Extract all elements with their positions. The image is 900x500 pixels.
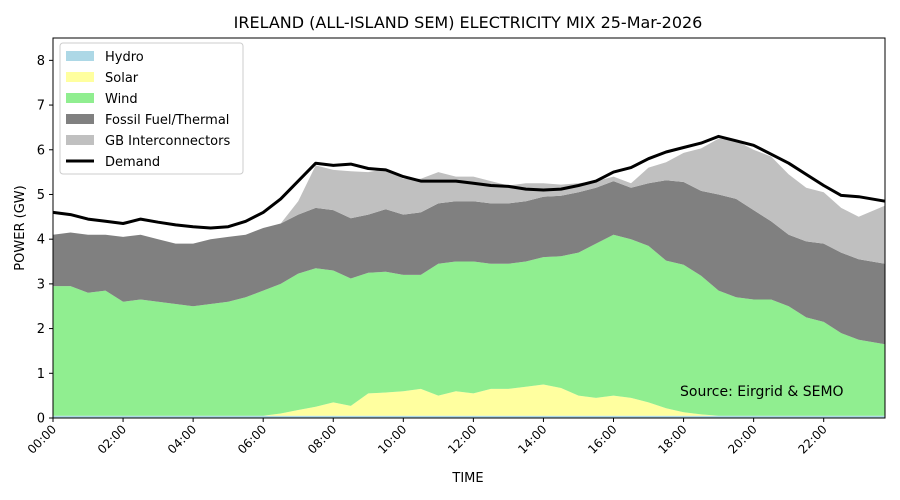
source-annotation: Source: Eirgrid & SEMO: [680, 384, 844, 400]
x-tick-label: 04:00: [165, 422, 199, 456]
x-tick-label: 22:00: [795, 422, 829, 456]
x-tick-label: 14:00: [515, 422, 549, 456]
y-tick-label: 7: [37, 99, 45, 114]
legend: Hydro Solar Wind Fossil Fuel/Thermal GB Inte…: [59, 42, 244, 175]
x-tick-label: 06:00: [235, 422, 269, 456]
chart-title: IRELAND (ALL-ISLAND SEM) ELECTRICITY MIX…: [234, 13, 703, 32]
x-axis-label: TIME: [451, 471, 483, 486]
x-tick-label: 02:00: [95, 422, 129, 456]
plot-frame: [52, 37, 886, 419]
area-fossil-fuel-thermal: [53, 180, 885, 345]
legend-swatch-wind: [66, 93, 94, 103]
legend-label-hydro: Hydro: [105, 50, 144, 65]
x-tick-label: 18:00: [655, 422, 689, 456]
y-tick-label: 3: [37, 277, 45, 292]
area-solar: [53, 384, 885, 416]
y-axis: 0 1 2 3 4 5 6 7 8: [37, 54, 53, 427]
area-hydro: [53, 415, 885, 418]
x-tick-label: 20:00: [725, 422, 759, 456]
x-tick-label: 00:00: [25, 422, 59, 456]
legend-swatch-fossil-fuel-thermal: [66, 114, 94, 124]
legend-swatch-hydro: [66, 51, 94, 61]
demand-layer: [52, 134, 886, 230]
legend-label-gb-interconnectors: GB Interconnectors: [105, 134, 230, 149]
x-tick-label: 10:00: [375, 422, 409, 456]
area-wind: [53, 234, 885, 416]
legend-box: [59, 42, 244, 175]
y-tick-label: 4: [37, 233, 45, 248]
legend-swatch-solar: [66, 72, 94, 82]
x-tick-label: 08:00: [305, 422, 339, 456]
y-tick-label: 0: [37, 412, 45, 427]
y-tick-label: 8: [37, 54, 45, 69]
legend-label-solar: Solar: [105, 71, 139, 86]
y-tick-label: 2: [37, 322, 45, 337]
demand-line: [52, 134, 886, 230]
legend-swatch-gb-interconnectors: [66, 135, 94, 145]
y-tick-label: 1: [37, 367, 45, 382]
x-tick-label: 12:00: [445, 422, 479, 456]
y-tick-label: 5: [37, 188, 45, 203]
stacked-areas: [53, 138, 885, 418]
y-tick-label: 6: [37, 143, 45, 158]
legend-label-fossil-fuel-thermal: Fossil Fuel/Thermal: [105, 113, 229, 128]
legend-label-wind: Wind: [105, 92, 138, 107]
y-axis-label: POWER (GW): [13, 185, 28, 270]
area-gb-interconnectors: [53, 138, 885, 264]
x-tick-label: 16:00: [585, 422, 619, 456]
x-axis: 00:00 02:00 04:00 06:00 08:00 10:00 12:00 14:00…: [25, 418, 830, 457]
legend-label-demand: Demand: [105, 155, 160, 170]
